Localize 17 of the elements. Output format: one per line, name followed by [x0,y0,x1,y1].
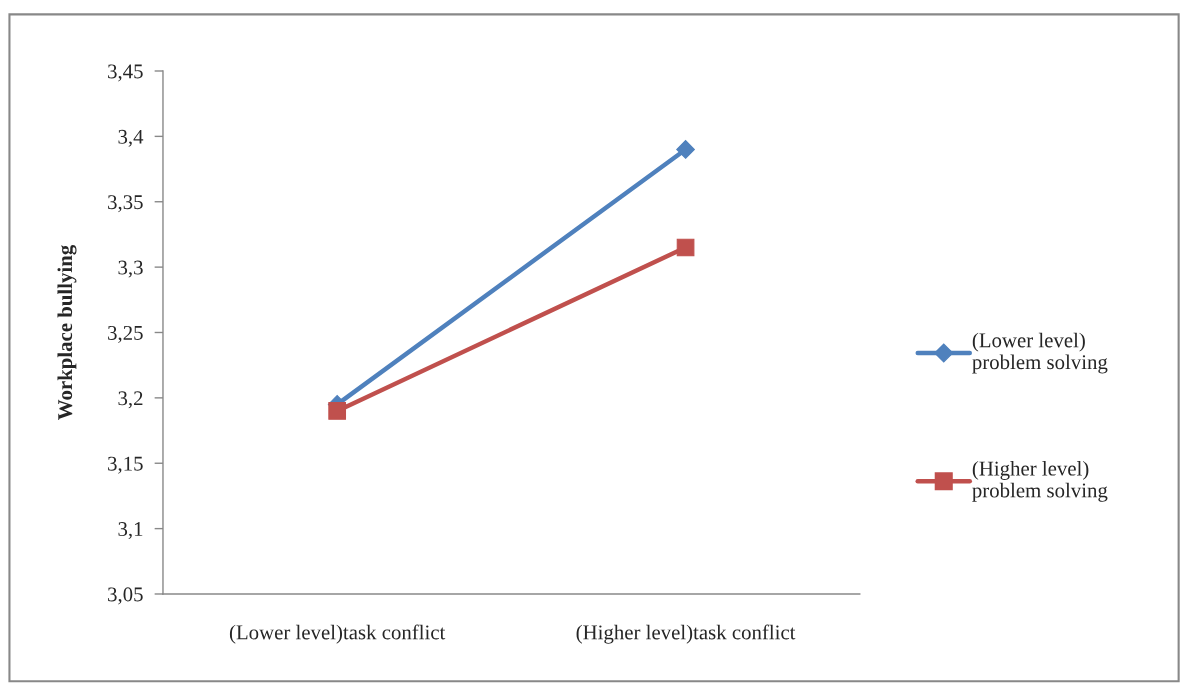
point [676,140,695,159]
point [676,238,695,257]
y-tick-label: 3,35 [108,195,143,213]
y-tick-label: 3,15 [108,456,143,474]
y-tick-label: 3,3 [118,260,143,278]
legend-label: (Lower level) problem solving [972,332,1108,374]
y-tick-label: 3,1 [118,522,143,540]
y-tick-label: 3,45 [108,64,143,82]
x-tick-label: (Lower level)task conflict [229,624,446,644]
y-tick-label: 3,4 [118,129,144,147]
legend-label: (Higher level) problem solving [972,460,1108,502]
y-tick-label: 3,05 [108,587,143,605]
y-axis-title: Workplace bullying [57,245,77,420]
x-tick-label: (Higher level)task conflict [576,624,796,644]
y-tick-label: 3,2 [118,391,143,409]
y-tick-label: 3,25 [108,325,143,343]
point [328,402,347,420]
